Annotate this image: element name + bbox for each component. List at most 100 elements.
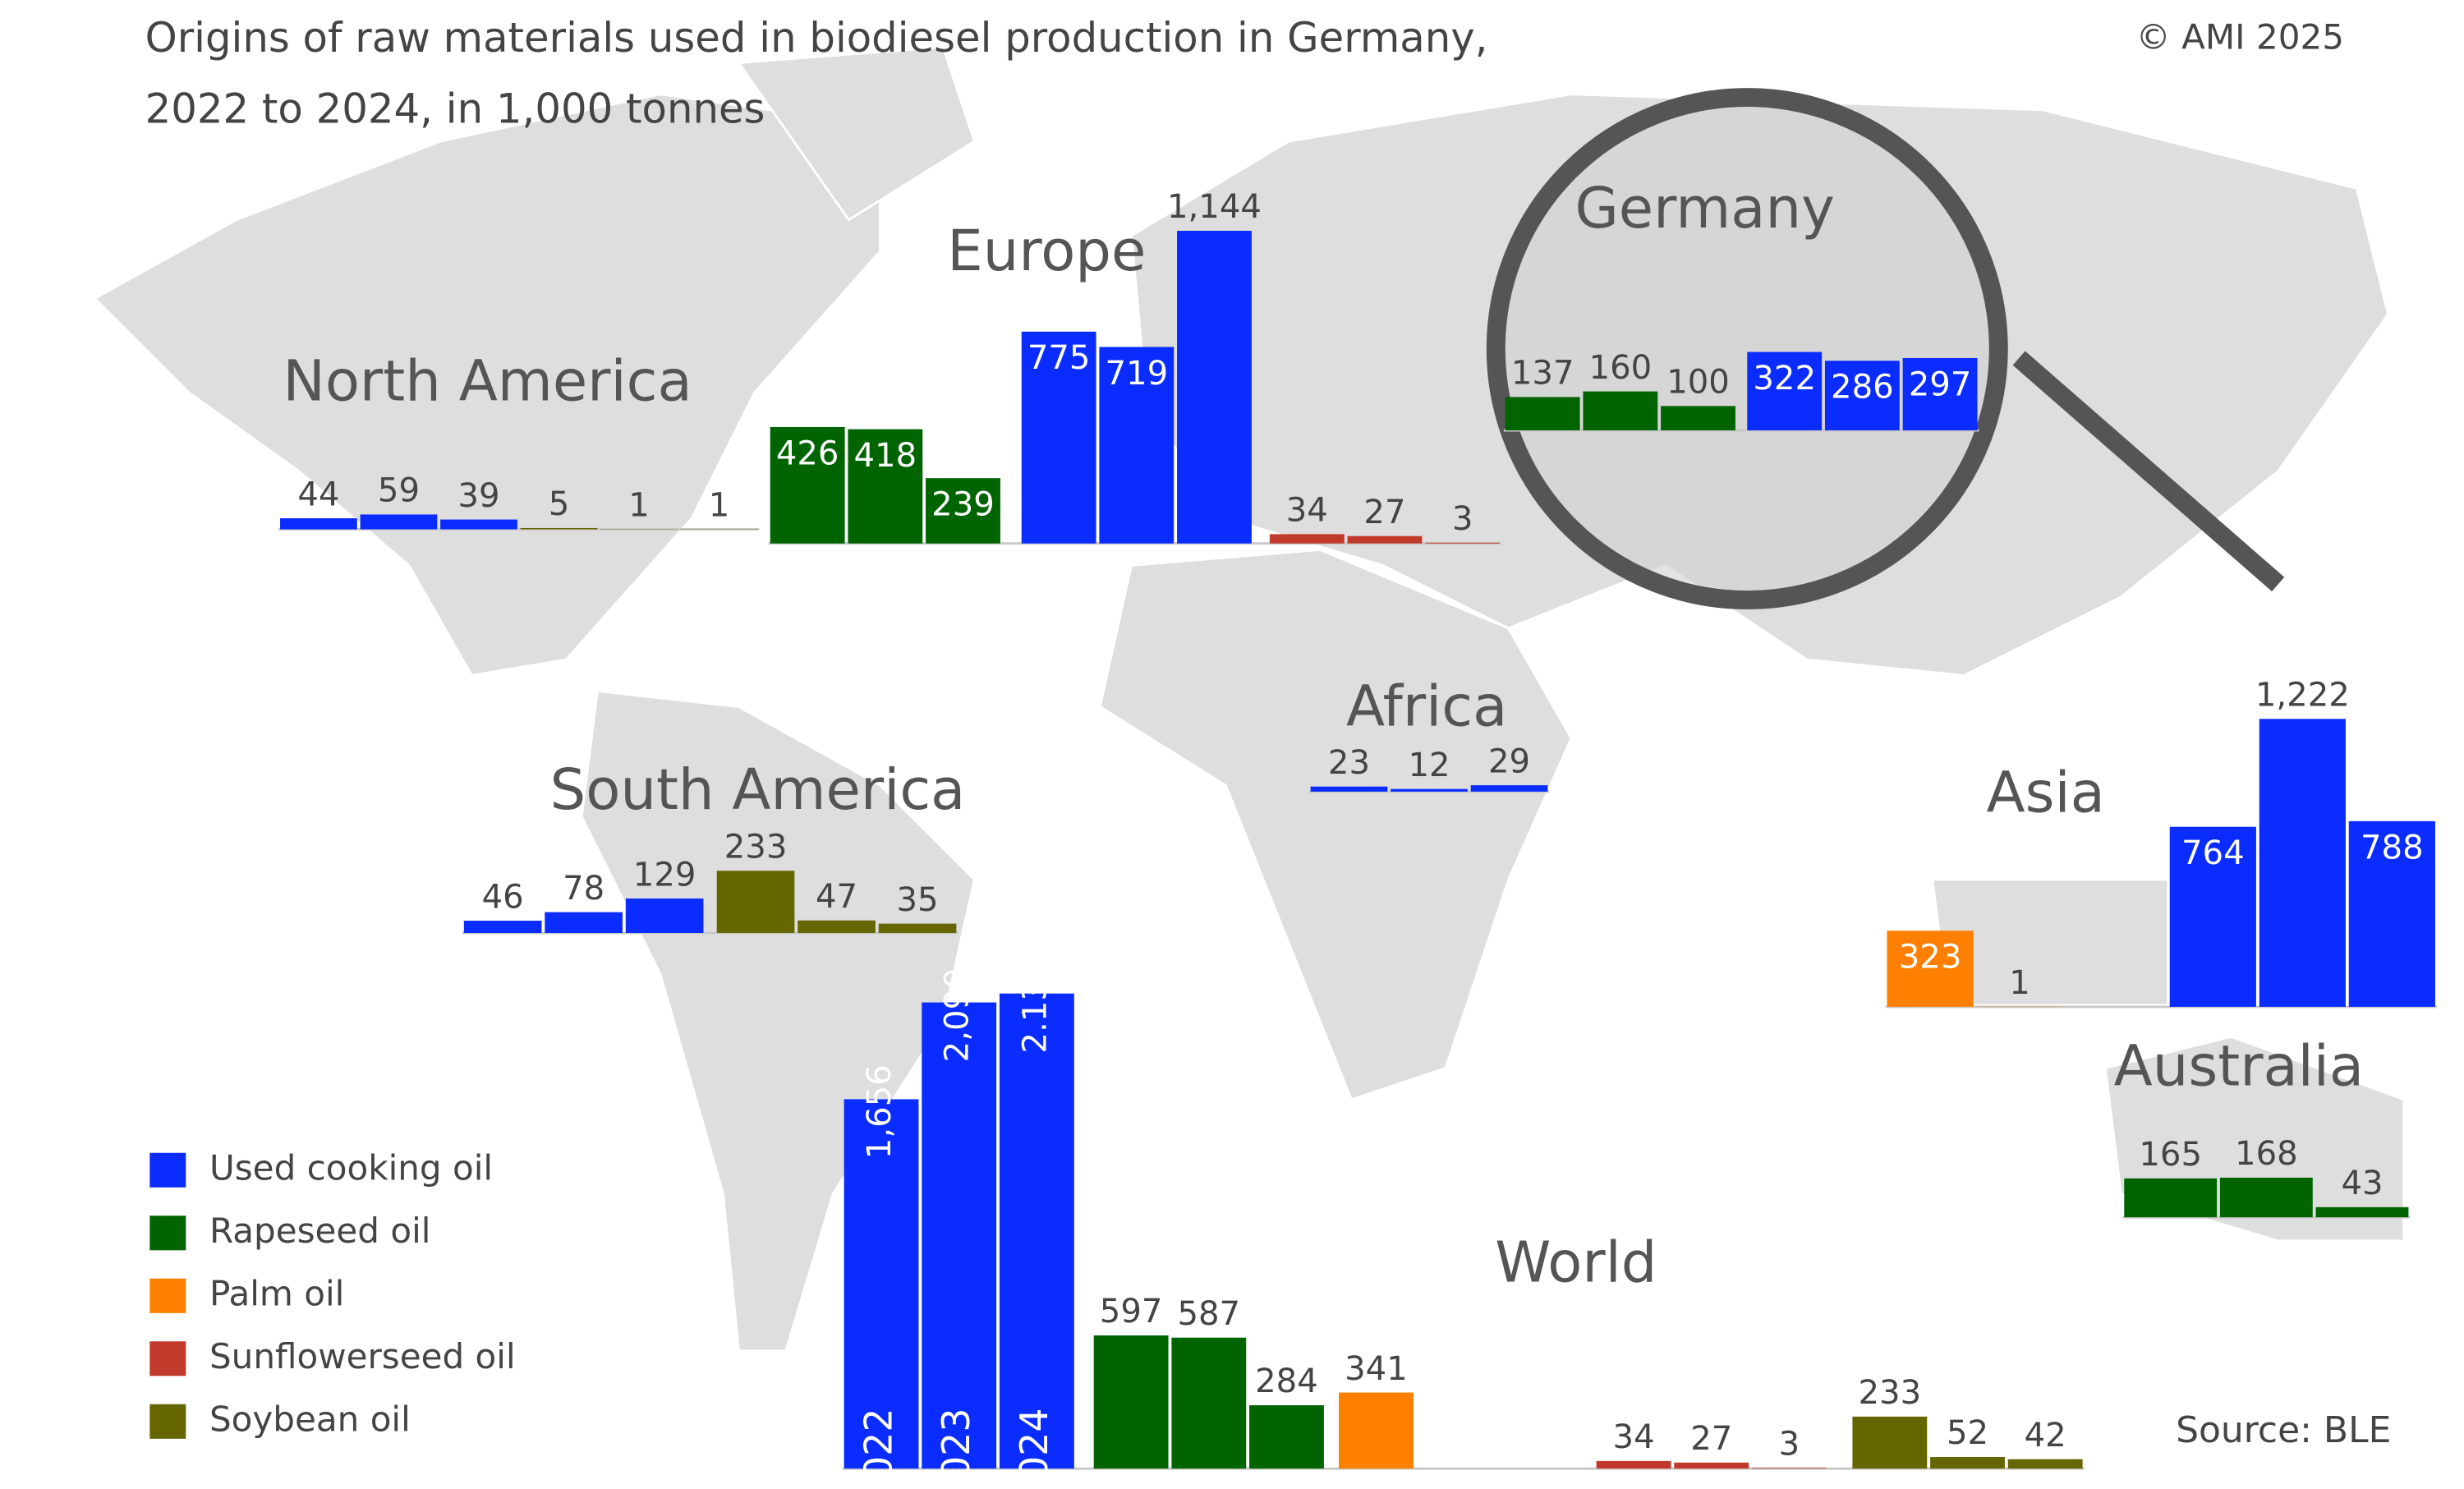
bar bbox=[1177, 231, 1252, 544]
bar bbox=[1887, 931, 1974, 1007]
legend-swatch bbox=[149, 1278, 186, 1313]
value-label: 3 bbox=[1452, 500, 1473, 538]
legend-swatch bbox=[149, 1152, 186, 1188]
value-label: 168 bbox=[2235, 1135, 2298, 1173]
value-label: 29 bbox=[1488, 742, 1530, 780]
bar bbox=[1902, 357, 1978, 431]
value-label: 27 bbox=[1363, 494, 1405, 531]
bar bbox=[1583, 391, 1658, 431]
legend-swatch bbox=[149, 1216, 186, 1251]
bar bbox=[1852, 1416, 1928, 1469]
value-label: 1 bbox=[2009, 964, 2030, 1002]
bar bbox=[1269, 534, 1345, 544]
bar bbox=[999, 993, 1074, 1469]
region-title: Germany bbox=[1574, 176, 1834, 241]
value-label: 233 bbox=[1859, 1374, 1922, 1412]
category-label: 2022 bbox=[857, 1408, 901, 1489]
value-label: 44 bbox=[297, 476, 339, 513]
legend-label: Palm oil bbox=[209, 1273, 344, 1313]
bar bbox=[463, 921, 542, 933]
bar bbox=[280, 518, 357, 530]
bar bbox=[844, 1099, 919, 1469]
bar bbox=[2348, 820, 2435, 1007]
bar bbox=[1596, 1460, 1671, 1469]
bar bbox=[848, 429, 923, 544]
category-label: 2024 bbox=[1012, 1408, 1056, 1489]
value-label: 2,090 bbox=[939, 967, 977, 1062]
value-label: 34 bbox=[1286, 492, 1328, 530]
bar bbox=[625, 898, 704, 933]
bar bbox=[878, 923, 957, 933]
bar bbox=[2315, 1206, 2409, 1218]
value-label: 719 bbox=[1105, 355, 1168, 393]
region-title: North America bbox=[283, 349, 692, 415]
value-label: 100 bbox=[1666, 364, 1730, 402]
region-title: Australia bbox=[2114, 1033, 2364, 1099]
value-label: 597 bbox=[1100, 1293, 1163, 1330]
bar bbox=[1171, 1337, 1247, 1469]
value-label: 418 bbox=[853, 437, 917, 475]
bar bbox=[2124, 1178, 2218, 1218]
value-label: 3 bbox=[1779, 1426, 1800, 1464]
value-label: 775 bbox=[1027, 339, 1091, 377]
value-label: 1,656 bbox=[861, 1064, 899, 1159]
value-label: 587 bbox=[1177, 1295, 1240, 1333]
value-label: 129 bbox=[633, 856, 696, 894]
value-label: 284 bbox=[1255, 1363, 1318, 1400]
title-line: 2022 to 2024, in 1,000 tonnes bbox=[145, 85, 765, 132]
bar bbox=[798, 920, 876, 933]
value-label: 78 bbox=[563, 870, 605, 908]
value-label: 52 bbox=[1947, 1414, 1988, 1452]
source: Source: BLE bbox=[2176, 1409, 2391, 1451]
value-label: 23 bbox=[1328, 744, 1370, 782]
legend-swatch bbox=[149, 1404, 186, 1439]
value-label: 43 bbox=[2341, 1165, 2383, 1202]
bar bbox=[1391, 788, 1468, 792]
value-label: 426 bbox=[776, 434, 839, 472]
copyright: © AMI 2025 bbox=[2136, 16, 2344, 57]
value-label: 1,144 bbox=[1167, 188, 1262, 226]
bar bbox=[1021, 331, 1096, 544]
value-label: 1 bbox=[709, 486, 730, 524]
value-label: 323 bbox=[1899, 939, 1962, 977]
value-label: 341 bbox=[1345, 1350, 1408, 1388]
value-label: 1 bbox=[628, 486, 650, 524]
category-label: 2023 bbox=[934, 1408, 978, 1489]
value-label: 165 bbox=[2139, 1136, 2202, 1174]
legend-label: Soybean oil bbox=[209, 1399, 411, 1439]
value-label: 59 bbox=[378, 472, 420, 510]
value-label: 788 bbox=[2361, 829, 2424, 866]
region-title: Europe bbox=[947, 218, 1146, 284]
bar bbox=[520, 527, 598, 530]
bar bbox=[1674, 1462, 1749, 1469]
value-label: 35 bbox=[896, 881, 938, 919]
legend-swatch bbox=[149, 1341, 186, 1376]
bar bbox=[2007, 1459, 2083, 1469]
value-label: 137 bbox=[1511, 355, 1574, 393]
value-label: 2.130 bbox=[1016, 959, 1054, 1054]
bar bbox=[1093, 1335, 1169, 1469]
bar bbox=[545, 912, 623, 933]
bar bbox=[1930, 1457, 2005, 1469]
region-title: Asia bbox=[1987, 761, 2105, 826]
legend-label: Rapeseed oil bbox=[209, 1211, 431, 1251]
region-title: World bbox=[1495, 1229, 1657, 1295]
value-label: 160 bbox=[1589, 349, 1653, 387]
bar bbox=[922, 1002, 997, 1469]
bar bbox=[770, 426, 845, 544]
bar bbox=[926, 478, 1000, 544]
bar bbox=[716, 871, 795, 933]
title-line: Origins of raw materials used in biodies… bbox=[145, 14, 1488, 62]
value-label: 27 bbox=[1690, 1420, 1732, 1458]
value-label: 764 bbox=[2181, 834, 2245, 872]
region-title: Africa bbox=[1346, 673, 1507, 739]
region-title: South America bbox=[550, 757, 966, 823]
value-label: 12 bbox=[1408, 747, 1450, 784]
value-label: 46 bbox=[482, 878, 524, 916]
legend: Used cooking oil Rapeseed oil Palm oil Sunf… bbox=[149, 1147, 516, 1439]
bar bbox=[1347, 535, 1423, 544]
bar bbox=[1099, 347, 1175, 544]
value-label: 239 bbox=[931, 486, 995, 524]
